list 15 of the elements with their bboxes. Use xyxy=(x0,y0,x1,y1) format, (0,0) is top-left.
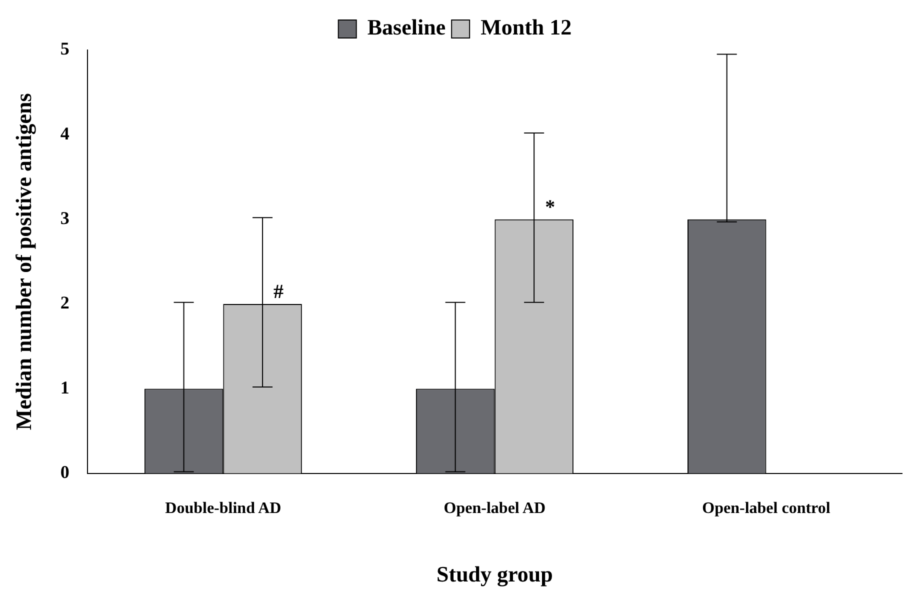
y-axis-title: Median number of positive antigens xyxy=(10,92,36,430)
annotation: * xyxy=(545,196,556,219)
legend-label: Month 12 xyxy=(480,14,572,40)
y-tick-label: 4 xyxy=(60,123,70,144)
legend-label: Baseline xyxy=(367,14,446,40)
y-tick-label: 3 xyxy=(60,208,70,228)
x-tick-label: Open-label control xyxy=(702,500,831,518)
y-tick-label: 5 xyxy=(60,38,70,59)
y-tick-label: 2 xyxy=(60,292,70,313)
x-tick-label: Open-label AD xyxy=(444,500,546,518)
annotation: # xyxy=(274,281,284,304)
y-tick-label: 0 xyxy=(60,462,70,482)
x-tick-label: Double-blind AD xyxy=(165,500,282,518)
x-axis-title: Study group xyxy=(436,561,553,586)
y-tick-label: 1 xyxy=(60,377,70,398)
